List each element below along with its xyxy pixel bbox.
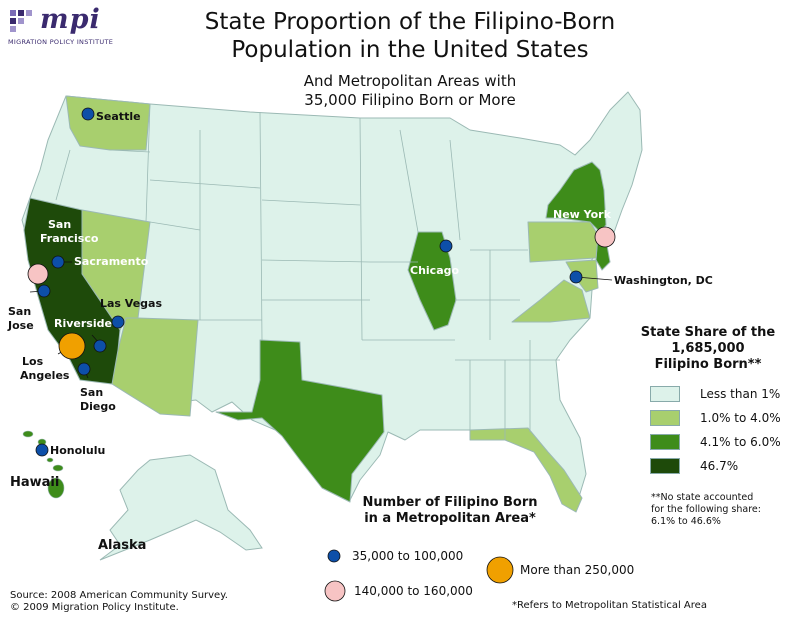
- region-label-hawaii: Hawaii: [10, 475, 60, 490]
- region-label-alaska: Alaska: [98, 538, 147, 553]
- map-title: State Proportion of the Filipino-Born Po…: [150, 8, 670, 64]
- metro-legend-large-marker: [486, 556, 514, 584]
- swatch-highest: [650, 458, 680, 474]
- city-label-san-diego-2: Diego: [80, 400, 116, 413]
- swatch-1-to-4: [650, 410, 680, 426]
- state-california: [23, 197, 121, 385]
- metro-marker-san-francisco: [27, 263, 49, 285]
- swatch-4-to-6: [650, 434, 680, 450]
- legend-label-highest: 46.7%: [700, 459, 739, 473]
- metro-marker-honolulu: [35, 443, 49, 457]
- metro-marker-chicago: [439, 239, 453, 253]
- city-label-los-angeles-1: Los: [22, 355, 44, 368]
- state-virginia: [511, 279, 591, 323]
- mpi-logo: mpi MIGRATION POLICY INSTITUTE: [6, 4, 116, 52]
- msa-footnote: *Refers to Metropolitan Statistical Area: [512, 600, 707, 611]
- note-line-3: 6.1% to 46.6%: [651, 516, 721, 527]
- city-label-new-york: New York: [553, 208, 611, 221]
- metro-legend-title-1: Number of Filipino Born: [362, 495, 538, 510]
- title-line-2: Population in the United States: [231, 37, 589, 63]
- state-legend-title-3: Filipino Born**: [654, 357, 762, 372]
- metro-legend-title: Number of Filipino Born in a Metropolita…: [335, 495, 565, 527]
- metro-legend-small-marker: [327, 549, 341, 563]
- state-texas: [215, 339, 385, 503]
- swatch-less-than-1: [650, 386, 680, 402]
- source-line-2: © 2009 Migration Policy Institute.: [10, 602, 179, 613]
- city-label-las-vegas: Las Vegas: [100, 297, 163, 310]
- title-line-1: State Proportion of the Filipino-Born: [204, 9, 616, 35]
- legend-label-4-to-6: 4.1% to 6.0%: [700, 435, 781, 449]
- metro-marker-washington-dc: [569, 270, 583, 284]
- metro-legend-small-label: 35,000 to 100,000: [352, 549, 464, 563]
- metro-marker-seattle: [81, 107, 95, 121]
- note-line-1: **No state accounted: [651, 492, 754, 503]
- subtitle-line-1: And Metropolitan Areas with: [303, 72, 517, 90]
- metro-marker-san-diego: [77, 362, 91, 376]
- metro-legend-large-label: More than 250,000: [520, 563, 635, 577]
- metro-legend-mid-marker: [324, 580, 346, 602]
- city-label-san-jose-1: San: [8, 305, 32, 318]
- city-label-washington-dc: Washington, DC: [614, 274, 713, 287]
- subtitle-line-2: 35,000 Filipino Born or More: [304, 91, 516, 109]
- metro-marker-los-angeles: [58, 332, 86, 360]
- state-legend-title-2: 1,685,000: [671, 341, 745, 356]
- metro-legend-title-2: in a Metropolitan Area*: [364, 511, 536, 526]
- state-pennsylvania: [527, 221, 599, 263]
- state-arizona: [111, 317, 199, 417]
- city-label-chicago: Chicago: [410, 264, 460, 277]
- state-legend-title-1: State Share of the: [640, 325, 776, 340]
- metro-marker-las-vegas: [111, 315, 125, 329]
- city-label-seattle: Seattle: [96, 110, 141, 123]
- map-subtitle: And Metropolitan Areas with 35,000 Filip…: [240, 72, 580, 110]
- metro-marker-san-jose: [37, 284, 51, 298]
- city-label-san-francisco-2: Francisco: [40, 232, 99, 245]
- city-label-san-francisco-1: San: [48, 218, 72, 231]
- source-line-1: Source: 2008 American Community Survey.: [10, 590, 228, 601]
- source-credit: Source: 2008 American Community Survey. …: [10, 590, 228, 614]
- legend-label-less-than-1: Less than 1%: [700, 387, 781, 401]
- city-label-san-diego-1: San: [80, 386, 104, 399]
- logo-wordmark: mpi: [40, 4, 101, 35]
- state-legend-title: State Share of the 1,685,000 Filipino Bo…: [628, 325, 788, 373]
- metro-marker-sacramento: [51, 255, 65, 269]
- state-alaska: [99, 454, 263, 561]
- state-legend-note: **No state accounted for the following s…: [651, 492, 796, 528]
- logo-subtitle: MIGRATION POLICY INSTITUTE: [8, 38, 114, 46]
- state-florida: [469, 427, 583, 513]
- city-label-san-jose-2: Jose: [8, 319, 34, 332]
- metro-legend-mid-label: 140,000 to 160,000: [354, 584, 473, 598]
- mpi-logo-icon: [10, 10, 32, 32]
- metro-marker-new-york: [594, 226, 616, 248]
- city-label-riverside: Riverside: [54, 317, 112, 330]
- legend-label-1-to-4: 1.0% to 4.0%: [700, 411, 781, 425]
- state-washington: [65, 95, 151, 151]
- hawaii-islands: [22, 430, 65, 499]
- city-label-honolulu: Honolulu: [50, 444, 106, 457]
- metro-marker-riverside: [93, 339, 107, 353]
- city-label-sacramento: Sacramento: [74, 255, 149, 268]
- note-line-2: for the following share:: [651, 504, 761, 515]
- city-label-los-angeles-2: Angeles: [20, 369, 70, 382]
